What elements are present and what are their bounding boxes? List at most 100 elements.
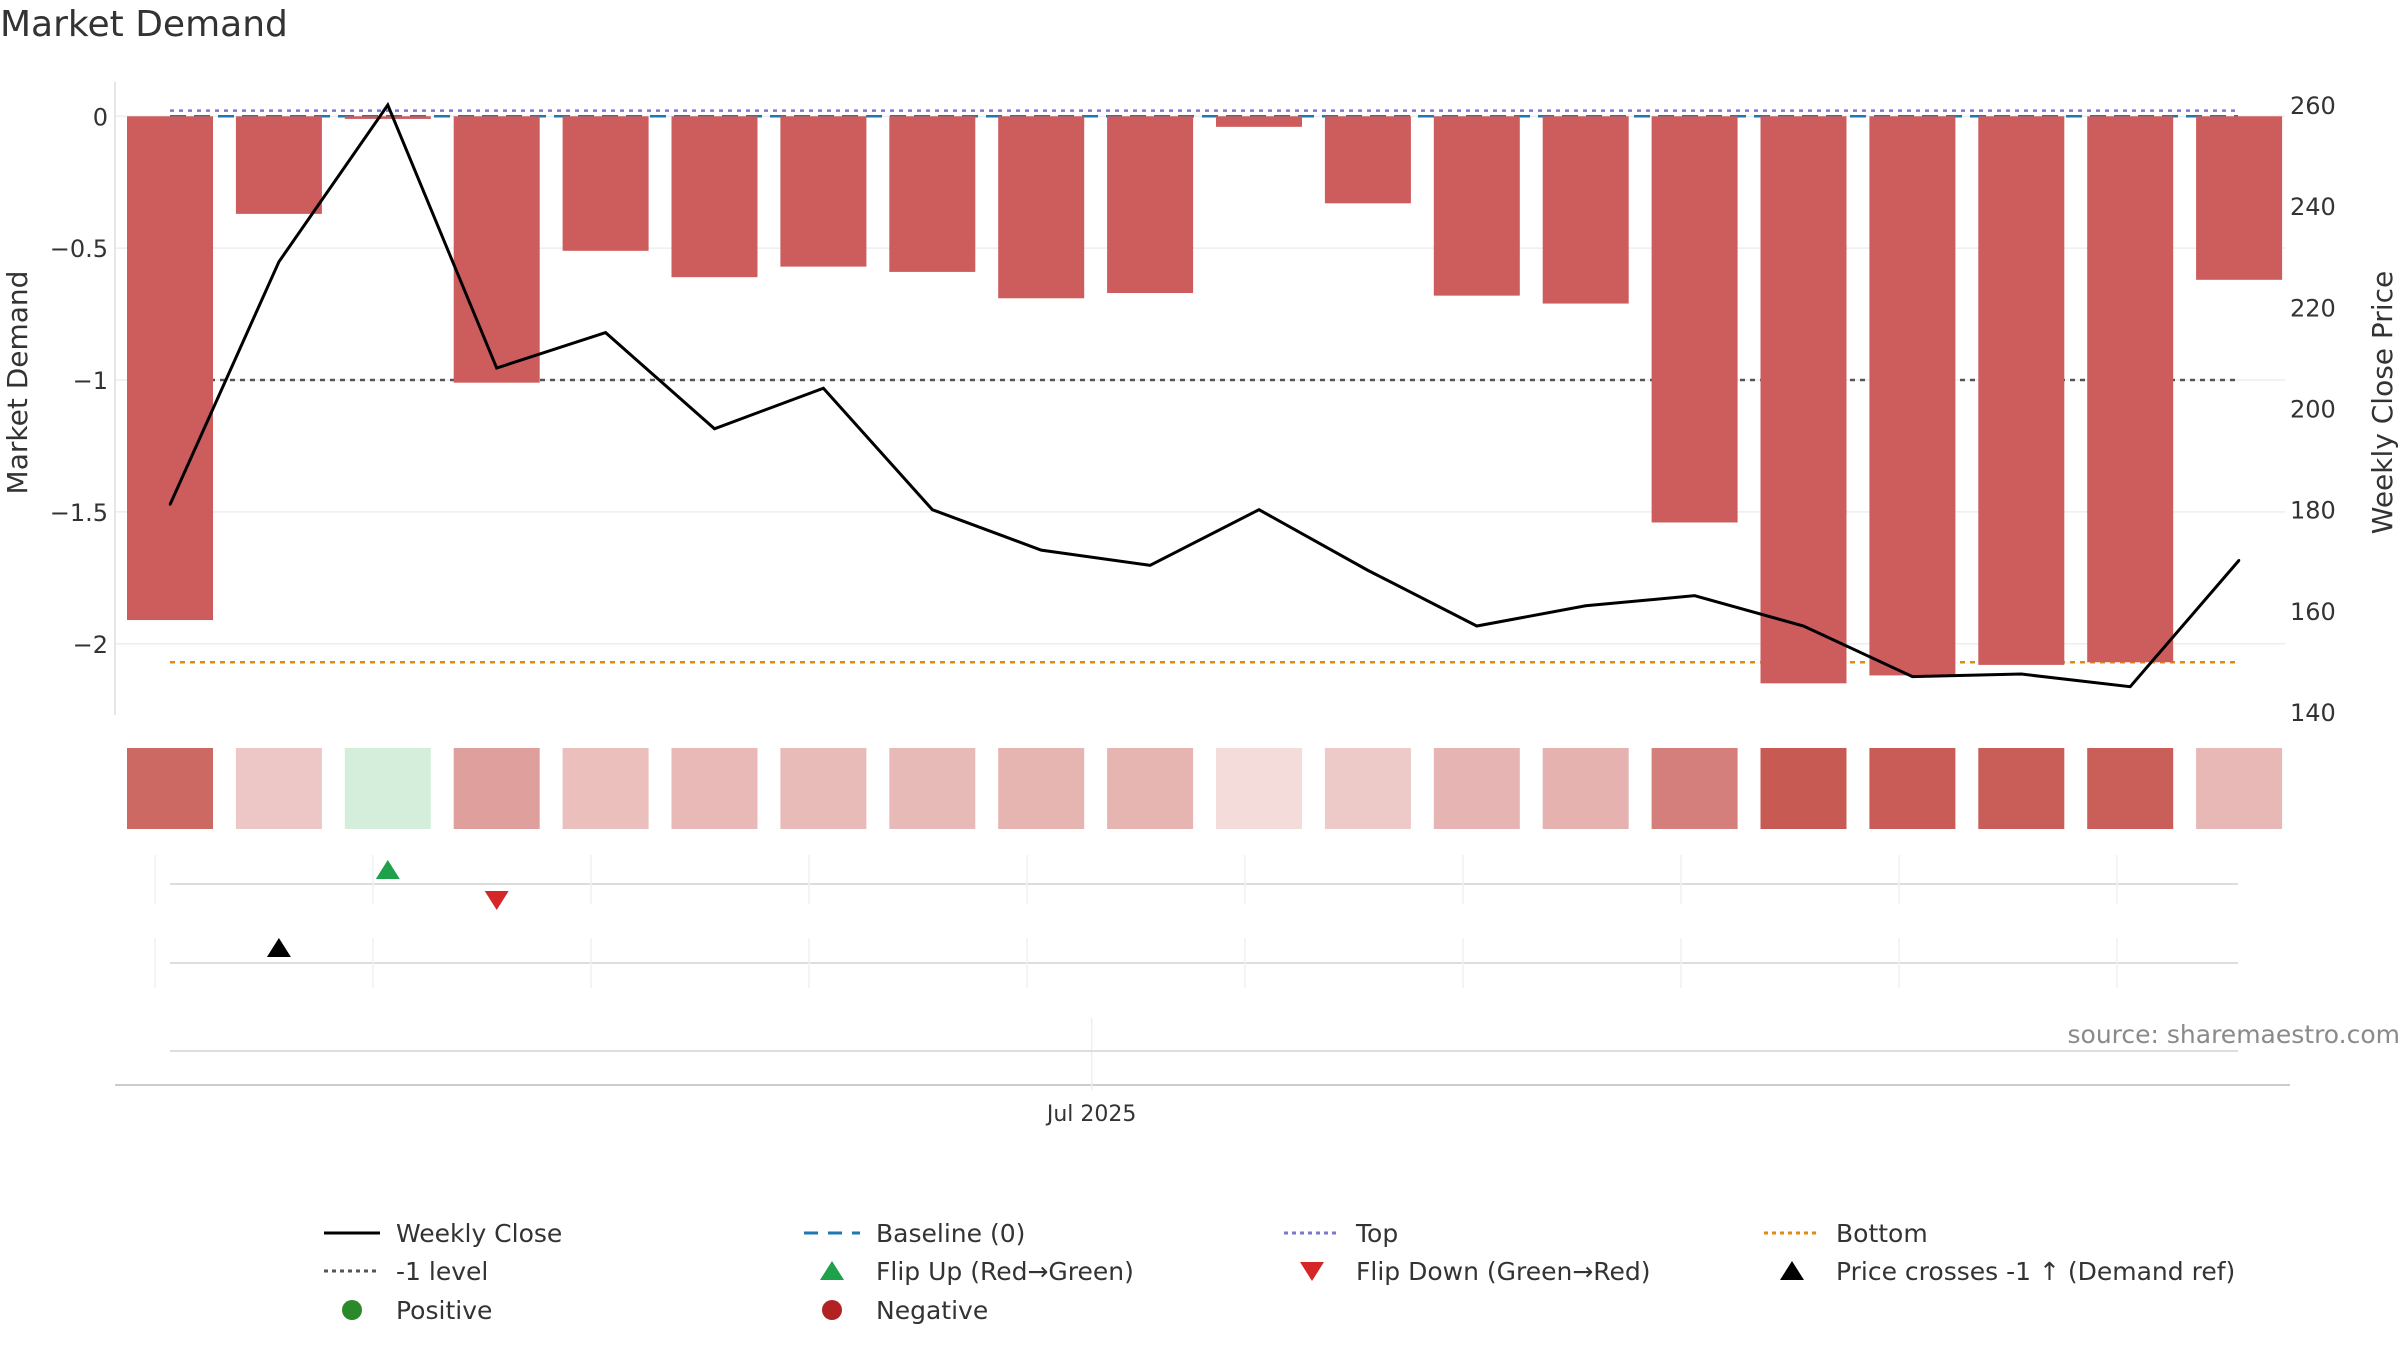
weekly-close-point xyxy=(386,103,389,107)
right-tick-label: 220 xyxy=(2290,294,2336,322)
left-tick-label: 0 xyxy=(93,103,108,131)
circle-icon xyxy=(342,1300,362,1320)
heat-cell xyxy=(1978,748,2065,829)
weekly-close-point xyxy=(1584,604,1587,607)
weekly-close-point xyxy=(1040,548,1043,552)
heat-cell xyxy=(344,748,431,829)
demand-bar xyxy=(235,116,322,214)
weekly-close-point xyxy=(1475,624,1479,628)
heat-cell xyxy=(1869,748,1956,829)
demand-bar xyxy=(2087,116,2174,663)
left-tick-label: −2 xyxy=(73,631,108,659)
legend-label: -1 level xyxy=(396,1256,489,1286)
dot-line-icon xyxy=(1764,1231,1820,1235)
heat-cell xyxy=(1216,748,1302,829)
heat-cell xyxy=(998,748,1085,829)
weekly-close-point xyxy=(1366,569,1370,572)
demand-bar xyxy=(1760,116,1847,684)
weekly-close-point xyxy=(2129,685,2132,688)
demand-bar xyxy=(453,116,540,383)
left-tick-label: −1.5 xyxy=(50,499,108,527)
legend-label: Positive xyxy=(396,1295,493,1325)
legend: Weekly Close Baseline (0) Top Bottom -1 leve… xyxy=(0,1210,2400,1340)
weekly-close-point xyxy=(277,260,281,264)
demand-bar xyxy=(780,116,867,267)
weekly-close-point xyxy=(713,427,716,430)
left-axis-label: Market Demand xyxy=(1,271,34,495)
demand-bar xyxy=(2196,116,2283,280)
demand-bar xyxy=(127,116,213,621)
heat-cell xyxy=(127,748,213,829)
legend-label: Flip Up (Red→Green) xyxy=(876,1256,1134,1286)
heat-cell xyxy=(1324,748,1411,829)
right-tick-label: 140 xyxy=(2290,699,2336,727)
legend-item: Price crosses -1 ↑ (Demand ref) xyxy=(1762,1256,2235,1286)
heat-cell xyxy=(1107,748,1194,829)
demand-bar xyxy=(1107,116,1194,293)
demand-bars xyxy=(127,116,2283,684)
legend-label: Price crosses -1 ↑ (Demand ref) xyxy=(1836,1256,2236,1286)
triangle-down-icon xyxy=(1300,1262,1324,1281)
heat-cell xyxy=(562,748,649,829)
demand-bar xyxy=(1324,116,1411,204)
legend-label: Top xyxy=(1356,1218,1399,1248)
demand-bar xyxy=(1651,116,1738,523)
weekly-close-point xyxy=(931,508,934,511)
right-tick-label: 240 xyxy=(2290,193,2336,221)
weekly-close-line xyxy=(168,101,2241,689)
heat-cell xyxy=(235,748,322,829)
weekly-close-point xyxy=(495,366,498,370)
demand-bar xyxy=(1216,116,1302,127)
weekly-close-polyline xyxy=(168,101,2241,689)
demand-bar xyxy=(1433,116,1520,296)
legend-item: Flip Down (Green→Red) xyxy=(1282,1256,1651,1286)
event-markers xyxy=(154,855,2238,1052)
right-tick-label: 200 xyxy=(2290,396,2336,424)
right-tick-label: 260 xyxy=(2290,92,2336,120)
heat-cell xyxy=(2196,748,2283,829)
heat-cell xyxy=(2087,748,2174,829)
dot-line-icon xyxy=(1284,1231,1340,1235)
market-demand-chart: 0 −0.5 −1 −1.5 −2 140 160 180 200 220 240 260 Market… xyxy=(1,82,2399,1127)
legend-label: Baseline (0) xyxy=(876,1218,1026,1248)
solid-line-icon xyxy=(324,1231,380,1235)
weekly-close-point xyxy=(822,387,825,390)
heat-cell xyxy=(1542,748,1629,829)
x-tick-label: Jul 2025 xyxy=(1045,1102,1137,1127)
heat-cell xyxy=(1760,748,1847,829)
weekly-close-point xyxy=(1802,624,1805,628)
legend-item: Flip Up (Red→Green) xyxy=(802,1256,1134,1286)
weekly-close-point xyxy=(1911,675,1914,678)
legend-item: Positive xyxy=(322,1295,492,1325)
axes: 0 −0.5 −1 −1.5 −2 140 160 180 200 220 240 260 Market… xyxy=(1,82,2399,1127)
weekly-close-point xyxy=(604,331,607,334)
dash-line-icon xyxy=(804,1231,860,1235)
triangle-up-icon xyxy=(1780,1261,1804,1280)
legend-item: Bottom xyxy=(1762,1218,1928,1248)
legend-item: Negative xyxy=(802,1295,988,1325)
source-note: source: sharemaestro.com xyxy=(2067,1020,2400,1049)
weekly-close-point xyxy=(2237,559,2241,562)
legend-item: Top xyxy=(1282,1218,1398,1248)
heat-cell xyxy=(671,748,758,829)
demand-bar xyxy=(1869,116,1956,676)
triangle-up-icon xyxy=(820,1261,844,1280)
flip-up-marker xyxy=(375,860,400,879)
weekly-close-point xyxy=(1148,564,1152,567)
demand-bar xyxy=(344,116,431,119)
left-tick-label: −0.5 xyxy=(50,235,108,263)
weekly-close-point xyxy=(1693,594,1696,597)
legend-label: Flip Down (Green→Red) xyxy=(1356,1256,1651,1286)
demand-bar xyxy=(671,116,758,278)
demand-bar xyxy=(1978,116,2065,665)
weekly-close-point xyxy=(168,503,172,506)
legend-label: Negative xyxy=(876,1295,989,1325)
legend-item: Weekly Close xyxy=(322,1218,562,1248)
demand-bar xyxy=(998,116,1085,299)
heat-cell xyxy=(1651,748,1738,829)
heat-cell xyxy=(1433,748,1520,829)
legend-item: -1 level xyxy=(322,1256,488,1286)
demand-bar xyxy=(1542,116,1629,304)
heat-cell xyxy=(889,748,976,829)
right-tick-label: 180 xyxy=(2290,497,2336,525)
